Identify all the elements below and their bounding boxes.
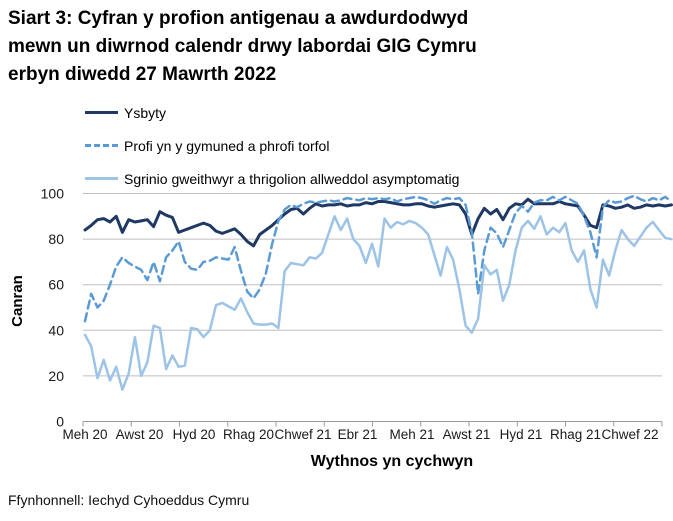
x-axis-title: Wythnos yn cychwyn: [311, 453, 473, 470]
x-tick-label: Hyd 21: [500, 427, 543, 442]
chart-title: Siart 3: Cyfran y profion antigenau a aw…: [8, 8, 477, 85]
y-tick-label: 20: [48, 368, 64, 384]
legend-item-profi: Profi yn y gymuned a phrofi torfol: [85, 129, 459, 162]
x-tick-label: Awst 21: [443, 427, 491, 442]
y-tick-label: 60: [48, 277, 64, 293]
series-line-2: [83, 215, 673, 391]
source-note: Ffynhonnell: Iechyd Cyhoeddus Cymru: [8, 492, 250, 508]
x-tick-label: Awst 20: [116, 427, 164, 442]
x-tick-label: Meh 21: [389, 427, 434, 442]
x-tick-label: Chwef 22: [601, 427, 658, 442]
legend-label: Sgrinio gweithwyr a thrigolion allweddol…: [124, 170, 460, 187]
legend-line-swatch-sgrinio: [85, 177, 118, 180]
x-tick-label: Hyd 20: [173, 427, 216, 442]
legend-item-ysbyty: Ysbyty: [85, 96, 459, 129]
legend-label: Ysbyty: [124, 104, 167, 121]
y-axis-title: Canran: [9, 275, 26, 327]
legend-line-swatch-ysbyty: [85, 111, 118, 114]
x-tick-label: Chwef 21: [274, 427, 331, 442]
y-tick-label: 0: [56, 414, 64, 430]
series-line-0: [83, 197, 673, 248]
legend-label: Profi yn y gymuned a phrofi torfol: [124, 137, 330, 154]
x-tick-label: Rhag 21: [550, 427, 601, 442]
y-tick-label: 80: [48, 231, 64, 247]
legend-item-sgrinio: Sgrinio gweithwyr a thrigolion allweddol…: [85, 162, 459, 195]
y-tick-label: 40: [48, 322, 64, 338]
x-tick-label: Rhag 20: [223, 427, 274, 442]
legend-line-swatch-profi: [85, 144, 118, 147]
series-line-1: [83, 194, 673, 323]
y-tick-label: 100: [41, 186, 65, 202]
x-tick-label: Meh 20: [62, 427, 107, 442]
x-tick-label: Ebr 21: [338, 427, 378, 442]
chart-legend: Ysbyty Profi yn y gymuned a phrofi torfo…: [85, 96, 459, 195]
